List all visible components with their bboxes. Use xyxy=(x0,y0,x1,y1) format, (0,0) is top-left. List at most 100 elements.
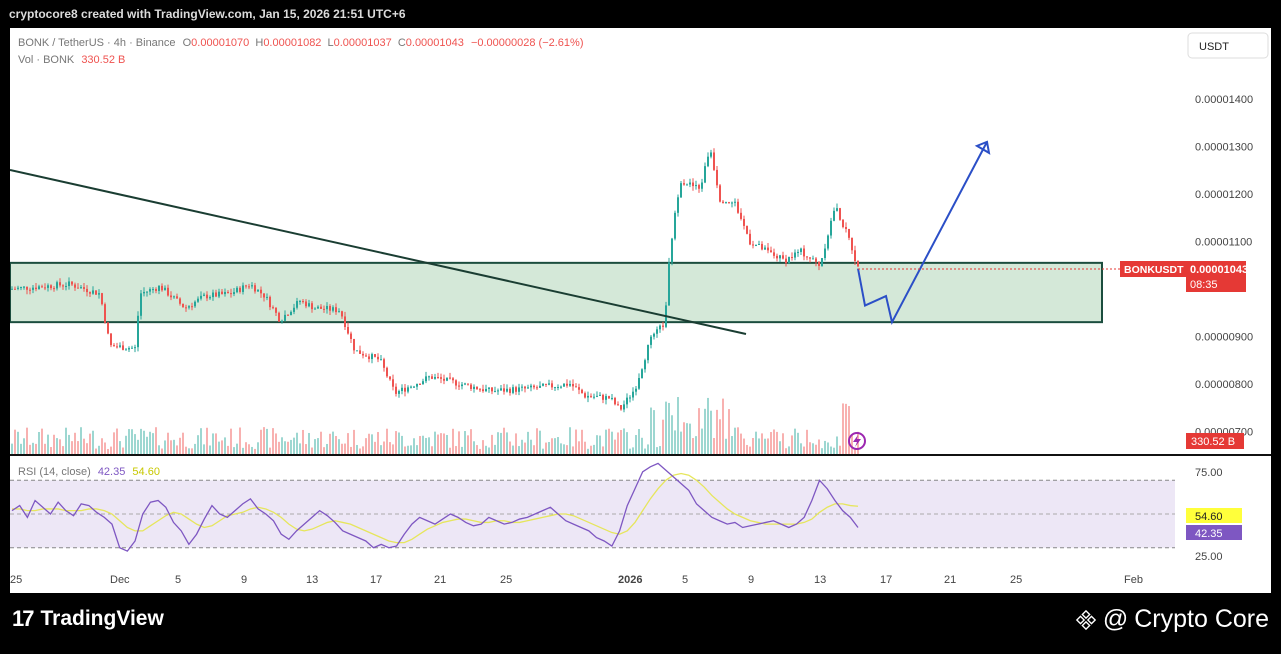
candle-body xyxy=(740,212,742,219)
candle-body xyxy=(437,376,439,378)
candle-body xyxy=(50,285,52,289)
volume-bar xyxy=(95,448,97,455)
candle-body xyxy=(200,295,202,299)
tradingview-logo[interactable]: 17 TradingView xyxy=(12,606,164,632)
candle-body xyxy=(575,386,577,388)
candle-body xyxy=(671,238,673,263)
trendline[interactable] xyxy=(10,169,747,335)
candle-body xyxy=(596,395,598,397)
candle-body xyxy=(512,387,514,393)
volume-bar xyxy=(11,443,13,455)
volume-bar xyxy=(158,445,160,455)
volume-bar xyxy=(476,445,478,455)
volume-bar xyxy=(758,438,760,455)
candle-body xyxy=(125,349,127,351)
volume-bar xyxy=(644,448,646,455)
volume-bar xyxy=(317,438,319,455)
volume-bar xyxy=(743,438,745,455)
candle-body xyxy=(329,305,331,311)
candle-body xyxy=(119,345,121,347)
volume-bar xyxy=(857,431,859,455)
volume-bar xyxy=(470,429,472,455)
lightning-icon[interactable] xyxy=(848,432,866,450)
time-tick-label: 21 xyxy=(434,574,446,586)
volume-bar xyxy=(86,443,88,455)
volume-bar xyxy=(107,448,109,455)
candle-body xyxy=(407,387,409,392)
volume-bar xyxy=(326,443,328,455)
candle-body xyxy=(557,386,559,388)
volume-bar xyxy=(734,427,736,455)
volume-bar xyxy=(809,442,811,455)
candle-body xyxy=(155,289,157,291)
volume-bars xyxy=(11,397,859,455)
candle-body xyxy=(419,383,421,385)
time-axis[interactable]: 25 Dec 5 9 13 17 21 25 2026 5 9 13 17 21 25 Feb xyxy=(10,574,1143,586)
currency-label: USDT xyxy=(1199,41,1229,53)
candle-body xyxy=(224,291,226,295)
candle-body xyxy=(758,243,760,245)
rsi-pane[interactable]: RSI (14, close) 42.35 54.60 75.00 25.00 5… xyxy=(10,462,1242,563)
candle-body xyxy=(815,258,817,262)
volume-bar xyxy=(203,444,205,455)
volume-bar xyxy=(764,438,766,455)
volume-bar xyxy=(113,432,115,455)
volume-bar xyxy=(65,427,67,455)
volume-bar xyxy=(647,444,649,455)
chart-svg[interactable]: 0.000015000.000014000.000013000.00001200… xyxy=(10,28,1271,593)
candle-body xyxy=(266,296,268,298)
candle-body xyxy=(416,383,418,387)
rsi-value-badge: 42.35 xyxy=(1195,528,1223,540)
candle-body xyxy=(638,377,640,389)
volume-bar xyxy=(521,439,523,455)
volume-bar xyxy=(182,432,184,455)
volume-bar xyxy=(716,409,718,455)
time-tick-label: 13 xyxy=(306,574,318,586)
candle-body xyxy=(857,261,859,267)
candle-body xyxy=(608,396,610,399)
volume-bar xyxy=(854,448,856,455)
candle-body xyxy=(521,386,523,388)
volume-bar xyxy=(707,397,709,455)
candle-body xyxy=(683,183,685,185)
chart-frame[interactable]: 0.000015000.000014000.000013000.00001200… xyxy=(10,28,1271,593)
volume-bar xyxy=(53,434,55,455)
volume-bar xyxy=(236,443,238,455)
candle-body xyxy=(149,289,151,292)
candle-body xyxy=(755,244,757,246)
volume-bar xyxy=(23,438,25,455)
volume-bar xyxy=(386,428,388,455)
volume-bar xyxy=(428,437,430,455)
candle-body xyxy=(239,287,241,292)
candle-body xyxy=(461,384,463,387)
candle-body xyxy=(176,296,178,299)
candle-body xyxy=(842,219,844,228)
volume-bar xyxy=(656,447,658,455)
candle-body xyxy=(488,387,490,389)
currency-button[interactable]: USDT xyxy=(1187,32,1269,59)
candle-body xyxy=(299,301,301,303)
volume-bar xyxy=(623,428,625,455)
candle-body xyxy=(653,333,655,337)
candle-body xyxy=(581,389,583,394)
volume-bar xyxy=(395,431,397,455)
volume-bar xyxy=(290,439,292,455)
candle-body xyxy=(566,383,568,386)
volume-bar xyxy=(584,441,586,455)
candle-body xyxy=(104,304,106,323)
volume-bar xyxy=(794,428,796,455)
volume-bar xyxy=(302,429,304,455)
volume-bar xyxy=(689,423,691,455)
projection-path[interactable] xyxy=(857,141,988,326)
volume-bar xyxy=(776,431,778,455)
candle-body xyxy=(731,202,733,204)
price-pane[interactable]: 0.000015000.000014000.000013000.00001200… xyxy=(10,47,1253,455)
candle-body xyxy=(506,388,508,392)
volume-bar xyxy=(50,447,52,455)
rsi-tick-label: 25.00 xyxy=(1195,551,1223,563)
volume-bar xyxy=(242,447,244,455)
volume-bar xyxy=(293,437,295,455)
volume-bar xyxy=(332,431,334,455)
svg-text:Vol · BONK 330.52 B: Vol · BONK 330.52 B xyxy=(18,54,125,66)
volume-bar xyxy=(680,431,682,455)
